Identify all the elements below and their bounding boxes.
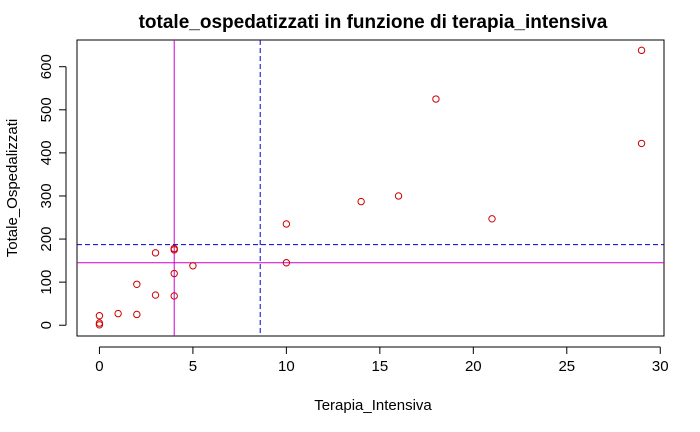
y-tick-label: 600	[38, 54, 55, 79]
data-point-11	[170, 292, 178, 300]
y-tick-label: 500	[38, 97, 55, 122]
reference-lines	[77, 40, 664, 336]
data-point-15	[357, 197, 365, 206]
data-point-12	[189, 262, 197, 270]
x-tick-label: 20	[465, 358, 482, 375]
chart-title: totale_ospedatizzati in funzione di tera…	[139, 12, 608, 33]
y-axis-ticks: 0 100 200 300 400 500 600	[38, 54, 66, 329]
data-point-20	[637, 139, 646, 148]
y-tick-label: 100	[38, 270, 55, 295]
data-point-19	[637, 46, 646, 55]
data-point-18	[488, 215, 496, 223]
y-tick-label: 300	[38, 183, 55, 208]
data-point-6	[151, 249, 160, 257]
data-point-0	[95, 312, 104, 320]
x-tick-label: 15	[372, 358, 389, 375]
x-tick-label: 0	[95, 358, 103, 375]
data-point-14	[282, 259, 291, 267]
data-point-3	[114, 309, 122, 318]
data-point-2	[95, 321, 104, 329]
data-point-13	[282, 220, 291, 228]
data-point-4	[133, 310, 141, 319]
data-points	[95, 46, 646, 329]
y-axis-label: Totale_Ospedalizzati	[4, 119, 21, 257]
x-tick-label: 10	[278, 358, 295, 375]
x-tick-label: 25	[558, 358, 575, 375]
x-axis-ticks: 0 5 10 15 20 25 30	[95, 347, 669, 375]
y-tick-label: 400	[38, 140, 55, 165]
data-point-9	[170, 246, 178, 254]
x-tick-label: 5	[189, 358, 197, 375]
data-point-7	[151, 291, 160, 299]
x-tick-label: 30	[652, 358, 669, 375]
plot-frame	[76, 39, 665, 337]
y-tick-label: 200	[38, 227, 55, 252]
data-point-5	[133, 280, 141, 288]
y-tick-label: 0	[38, 321, 55, 329]
x-axis-label: Terapia_Intensiva	[314, 397, 432, 414]
data-point-16	[394, 192, 403, 200]
data-point-10	[170, 269, 178, 278]
data-point-17	[432, 95, 440, 103]
